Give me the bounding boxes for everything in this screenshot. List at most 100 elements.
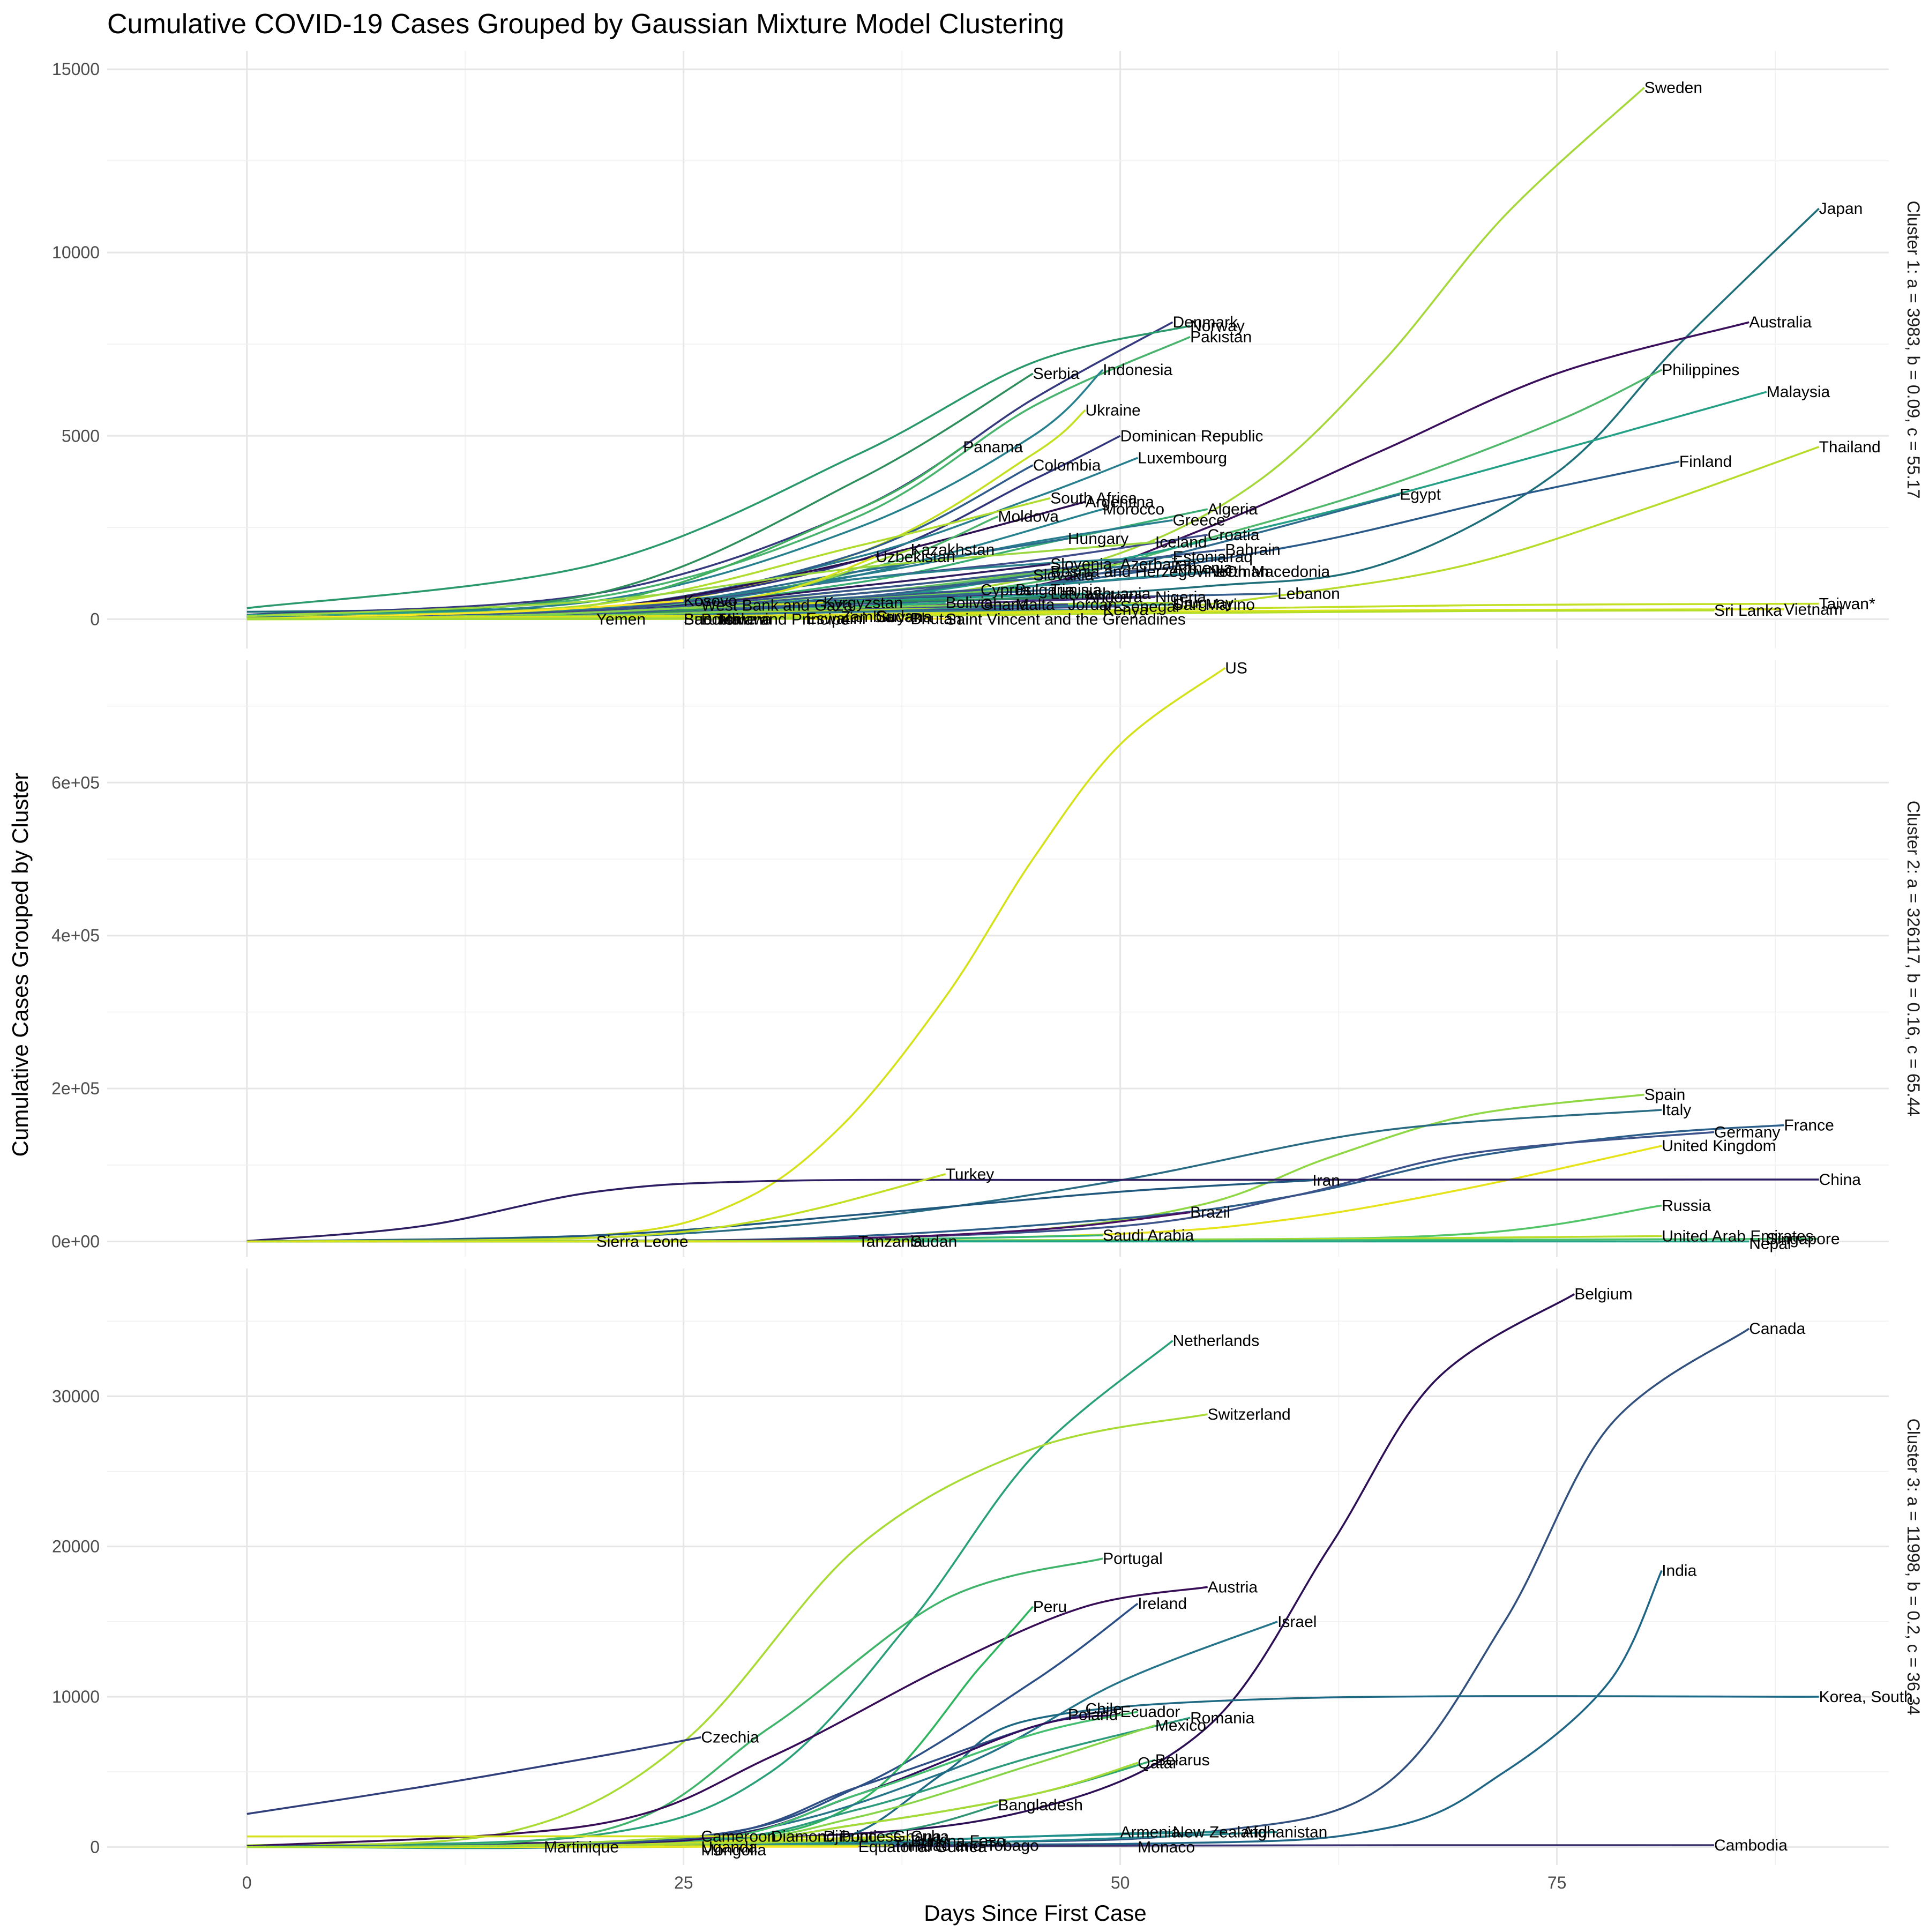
country-label: Peru [1033,1598,1067,1616]
country-label: Australia [1749,314,1812,331]
series-line-ecuador [247,1712,1138,1848]
chart-title: Cumulative COVID-19 Cases Grouped by Gau… [107,9,1064,40]
facet-strip-label: Cluster 2: a = 326117, b = 0.16, c = 65.… [1904,801,1923,1116]
country-label: Colombia [1033,457,1101,474]
country-labels: Belgium Canada Netherlands Switzerland Portu… [544,1286,1913,1859]
facet-panel-3: 0 10000 20000 30000 Belgium Canada Netherlands… [52,1269,1923,1892]
series-line-sweden [247,87,1644,617]
country-label: India [1662,1562,1696,1580]
country-label: Philippines [1662,361,1739,379]
country-label: Czechia [701,1729,759,1747]
country-label: Sierra Leone [596,1233,689,1250]
country-label: Uzbekistan [876,548,955,566]
y-tick-label: 10000 [52,1687,100,1706]
country-label: Thailand [1819,438,1881,456]
series-line-netherlands [247,1341,1173,1846]
country-label: Brazil [1190,1204,1230,1221]
y-tick-label: 10000 [52,243,100,262]
series-line-peru [247,1607,1033,1847]
country-label: Iran [1312,1172,1340,1189]
country-label: Japan [1819,200,1863,218]
country-label: Luxembourg [1138,449,1227,467]
country-label: Saudi Arabia [1103,1227,1194,1244]
country-label: Mexico [1155,1717,1206,1734]
country-label: Finland [1679,453,1732,471]
country-label: Morocco [1103,501,1164,518]
facet-strip-label: Cluster 3: a = 11998, b = 0.2, c = 36.34 [1904,1419,1923,1715]
grid [107,660,1889,1257]
country-label: Vietnam [1784,601,1843,618]
y-tick-label: 5000 [62,426,100,445]
country-label: Bangladesh [998,1796,1083,1814]
country-label: Portugal [1103,1550,1163,1568]
country-label: Ukraine [1085,401,1140,419]
facet-panels: 050001000015000SwedenJapanAustraliaDenma… [51,51,1923,1892]
country-labels: SwedenJapanAustraliaDenmarkNorwayPakista… [596,79,1881,628]
series-line-czechia [247,1737,701,1814]
country-label: Switzerland [1208,1406,1291,1423]
country-label: Cambodia [1714,1837,1788,1854]
series-group [247,1294,1819,1848]
series-line-turkey [247,1174,946,1242]
grid [107,51,1889,648]
y-tick-label: 20000 [52,1537,100,1556]
facet-panel-2: 0e+002e+054e+056e+05USSpainItalyFranceGe… [51,659,1923,1257]
country-label: Indonesia [1103,361,1172,379]
y-tick-label: 0e+00 [51,1232,100,1251]
country-label: Moldova [998,508,1059,526]
y-tick-label: 0 [90,1837,100,1856]
x-tick-label: 0 [242,1873,252,1892]
country-label: Poland [1068,1706,1118,1724]
series-line-germany [247,1132,1714,1241]
facet-panel-1: 050001000015000SwedenJapanAustraliaDenma… [52,51,1923,648]
country-label: Afghanistan [1243,1823,1327,1841]
x-tick-label: 75 [1547,1873,1567,1892]
country-label: Ireland [1138,1595,1187,1613]
country-label: US [1225,659,1247,677]
country-label: Dominican Republic [1120,427,1263,445]
country-label: Sudan [911,1233,958,1250]
series-line-us [247,668,1225,1241]
series-group [247,668,1819,1241]
country-label: Equatorial Guinea [858,1838,987,1856]
country-label: Korea, South [1819,1688,1913,1706]
country-label: Saint Vincent and the Grenadines [946,610,1186,628]
country-label: Monaco [1138,1838,1195,1856]
country-label: Netherlands [1172,1332,1259,1350]
series-group [247,87,1819,619]
country-label: Serbia [1033,365,1080,383]
y-axis-title: Cumulative Cases Grouped by Cluster [8,773,33,1157]
country-label: Yemen [596,610,646,628]
series-line-australia [247,322,1749,617]
x-tick-label: 50 [1111,1873,1130,1892]
country-label: Martinique [544,1838,619,1856]
y-tick-label: 30000 [52,1386,100,1406]
country-label: Egypt [1400,486,1441,504]
country-label: Hungary [1068,530,1128,548]
country-label: Italy [1662,1101,1691,1119]
series-line-switzerland [247,1414,1208,1846]
country-label: China [1819,1171,1861,1189]
x-tick-label: 25 [674,1873,693,1892]
country-label: Nepal [1749,1235,1791,1253]
country-label: Malaysia [1767,383,1830,401]
country-label: Malawi [719,610,768,628]
country-label: Russia [1662,1197,1711,1214]
country-label: France [1784,1117,1834,1135]
country-label: Panama [963,438,1023,456]
x-axis-title: Days Since First Case [924,1900,1146,1926]
series-line-india [247,1571,1662,1847]
country-label: Pakistan [1190,329,1252,346]
series-line-canada [247,1329,1749,1846]
country-label: Mongolia [701,1841,766,1859]
y-tick-label: 15000 [52,59,100,79]
facet-strip-label: Cluster 1: a = 3983, b = 0.09, c = 55.17 [1904,201,1923,499]
country-label: Sweden [1644,79,1702,96]
country-label: Belgium [1574,1286,1632,1303]
country-label: Canada [1749,1320,1805,1338]
series-line-belgium [247,1294,1574,1846]
country-label: Sri Lanka [1714,602,1782,620]
